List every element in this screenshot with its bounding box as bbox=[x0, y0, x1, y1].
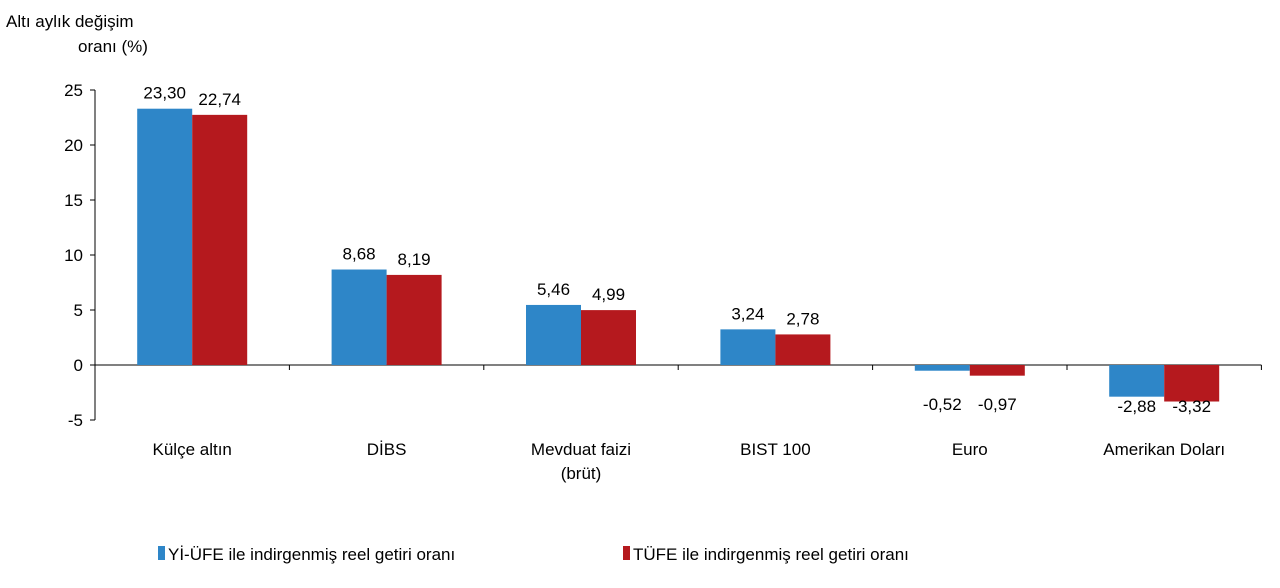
legend-swatch bbox=[158, 546, 165, 560]
data-label: 23,30 bbox=[143, 84, 186, 103]
bar-yiufe bbox=[137, 108, 193, 365]
category-label: (brüt) bbox=[561, 464, 602, 483]
bar-tufe bbox=[192, 114, 248, 365]
data-label: 8,68 bbox=[343, 245, 376, 264]
y-tick-label: 15 bbox=[64, 191, 83, 210]
bar-yiufe bbox=[1109, 365, 1165, 397]
data-label: -0,97 bbox=[978, 395, 1017, 414]
bar-yiufe bbox=[914, 365, 970, 371]
data-label: 22,74 bbox=[198, 90, 241, 109]
y-tick-label: 20 bbox=[64, 136, 83, 155]
bar-tufe bbox=[386, 274, 442, 365]
data-label: -2,88 bbox=[1117, 397, 1156, 416]
category-label: Amerikan Doları bbox=[1103, 440, 1225, 459]
legend-label: TÜFE ile indirgenmiş reel getiri oranı bbox=[633, 545, 909, 564]
y-tick-label: 0 bbox=[74, 356, 83, 375]
legend-label: Yİ-ÜFE ile indirgenmiş reel getiri oranı bbox=[168, 545, 455, 564]
data-label: 2,78 bbox=[786, 309, 819, 328]
bar-tufe bbox=[969, 365, 1025, 376]
y-tick-label: 25 bbox=[64, 81, 83, 100]
bar-yiufe bbox=[331, 269, 387, 365]
legend-swatch bbox=[623, 546, 630, 560]
data-label: 8,19 bbox=[398, 250, 431, 269]
y-tick-label: -5 bbox=[68, 411, 83, 430]
category-label: Mevduat faizi bbox=[531, 440, 631, 459]
data-label: 5,46 bbox=[537, 280, 570, 299]
category-label: DİBS bbox=[367, 440, 407, 459]
bar-tufe bbox=[775, 334, 831, 365]
data-label: 4,99 bbox=[592, 285, 625, 304]
data-label: -0,52 bbox=[923, 395, 962, 414]
data-label: -3,32 bbox=[1172, 397, 1211, 416]
bar-tufe bbox=[1164, 365, 1220, 402]
data-label: 3,24 bbox=[731, 304, 764, 323]
y-tick-label: 10 bbox=[64, 246, 83, 265]
bar-tufe bbox=[581, 310, 636, 365]
y-tick-label: 5 bbox=[74, 301, 83, 320]
bar-yiufe bbox=[720, 329, 776, 365]
category-label: Euro bbox=[952, 440, 988, 459]
category-label: BIST 100 bbox=[740, 440, 811, 459]
y-axis-title: oranı (%) bbox=[78, 37, 148, 56]
category-label: Külçe altın bbox=[153, 440, 232, 459]
y-axis-title: Altı aylık değişim bbox=[6, 12, 134, 31]
bar-yiufe bbox=[526, 304, 581, 365]
